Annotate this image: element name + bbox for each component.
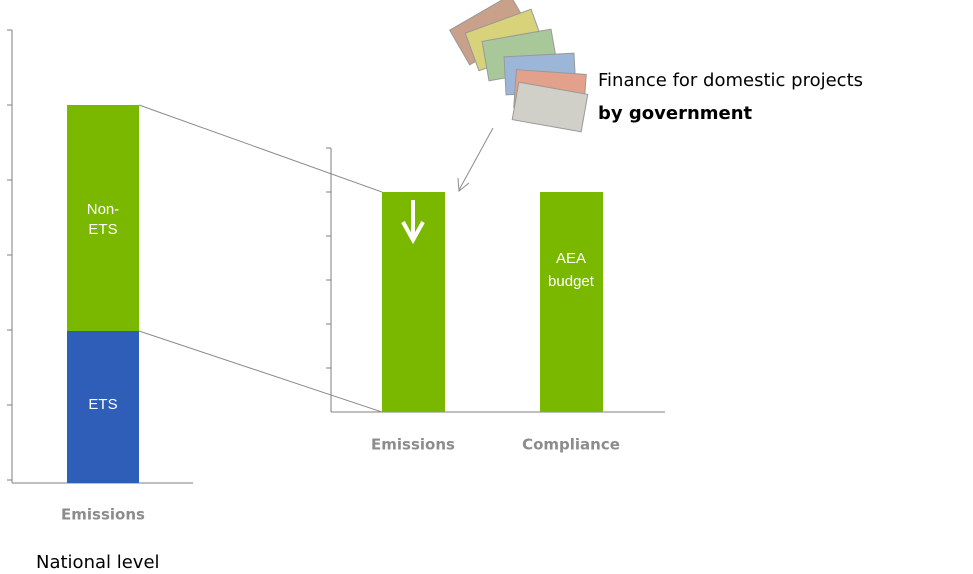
caption: National level (36, 552, 160, 573)
banknotes (450, 0, 588, 132)
annotation: by government (598, 103, 753, 124)
connector (139, 331, 382, 412)
category-label: Emissions (61, 506, 145, 524)
compliance-bar (540, 192, 603, 412)
segment-label: ETS (88, 396, 117, 413)
connector (139, 105, 382, 192)
arrow (459, 128, 493, 190)
category-label: Compliance (522, 436, 620, 454)
non-ets-bar (67, 105, 139, 331)
bar-label: budget (548, 273, 595, 290)
diagram: Non- ETS ETS Emissions National level AE… (0, 0, 973, 574)
bar-label: AEA (556, 250, 586, 267)
segment-label: Non- (87, 201, 120, 218)
annotation: Finance for domestic projects (598, 70, 863, 91)
category-label: Emissions (371, 436, 455, 454)
segment-label: ETS (88, 221, 117, 238)
right-axes (326, 148, 665, 412)
